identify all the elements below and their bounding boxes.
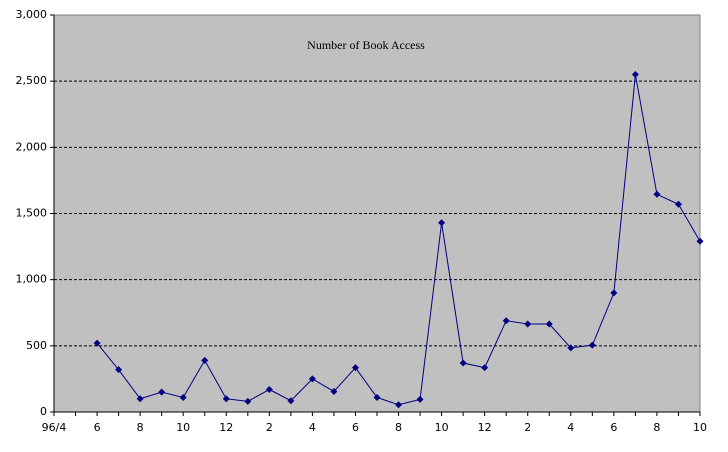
data-point [502,317,510,325]
data-point [351,364,359,372]
y-tick-label: 1,500 [16,207,48,220]
x-tick-label: 6 [352,421,359,434]
x-tick-label: 12 [219,421,233,434]
x-tick-label: 6 [610,421,617,434]
data-point [115,366,123,374]
x-tick-label: 12 [478,421,492,434]
data-point [459,359,467,367]
x-tick-label: 96/4 [42,421,67,434]
data-point [136,395,144,403]
x-tick-label: 2 [524,421,531,434]
y-tick-label: 500 [26,339,47,352]
data-point [201,356,209,364]
x-tick-label: 10 [693,421,707,434]
data-point [308,375,316,383]
data-point [481,364,489,372]
y-tick-label: 0 [40,405,47,418]
data-point [222,395,230,403]
data-point [567,344,575,352]
data-point [588,341,596,349]
y-tick-label: 1,000 [16,273,48,286]
data-point [524,320,532,328]
x-tick-label: 10 [176,421,190,434]
data-point [287,397,295,405]
data-point [696,237,704,245]
x-tick-label: 8 [653,421,660,434]
data-point [545,320,553,328]
data-point [330,387,338,395]
data-point [158,388,166,396]
y-tick-label: 2,000 [16,140,48,153]
data-point [438,219,446,227]
x-tick-label: 8 [395,421,402,434]
data-point [265,386,273,394]
data-point [373,393,381,401]
data-point [674,200,682,208]
y-tick-label: 2,500 [16,74,48,87]
data-point [416,395,424,403]
data-point [395,401,403,409]
data-point [179,393,187,401]
x-tick-label: 10 [435,421,449,434]
x-tick-label: 2 [266,421,273,434]
data-point [610,289,618,297]
x-tick-label: 4 [309,421,316,434]
chart-title: Number of Book Access [307,38,425,52]
data-point [93,339,101,347]
x-tick-label: 6 [94,421,101,434]
y-tick-label: 3,000 [16,8,48,21]
data-point [631,71,639,79]
x-tick-label: 4 [567,421,574,434]
data-point [653,190,661,198]
data-point [244,397,252,405]
x-tick-label: 8 [137,421,144,434]
